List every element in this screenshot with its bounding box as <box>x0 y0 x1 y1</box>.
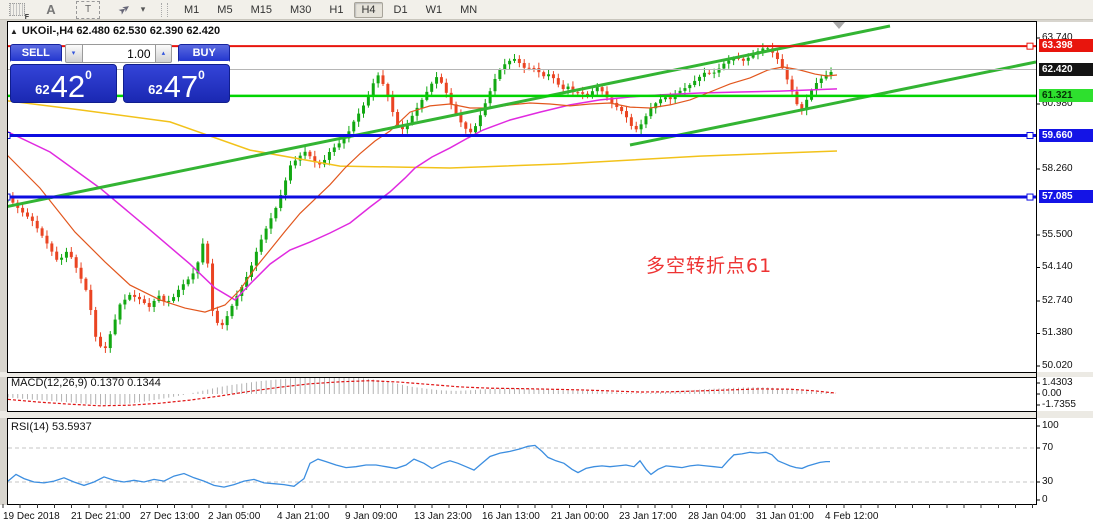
chart-text-annotation[interactable]: 多空转折点61 <box>646 255 773 277</box>
bid-pips: 42 <box>50 69 86 104</box>
price-badge: 59.660 <box>1039 128 1093 142</box>
rsi-tick-label: 0 <box>1042 494 1048 505</box>
tf-button-mn[interactable]: MN <box>460 3 478 16</box>
price-badge: 61.321 <box>1039 88 1093 102</box>
symbol-ohlc-text: UKOil-,H4 62.480 62.530 62.390 62.420 <box>21 25 221 37</box>
price-tick-label: 50.020 <box>1042 359 1073 371</box>
time-tick-label: 4 Feb 12:00 <box>825 511 879 522</box>
chart-shift-marker <box>833 22 845 29</box>
left-gutter <box>0 22 8 505</box>
volume-input[interactable] <box>82 44 155 63</box>
price-tick-label: 52.740 <box>1042 294 1073 306</box>
price-badge: 57.085 <box>1039 190 1093 204</box>
tf-button-m5[interactable]: M5 <box>217 3 233 16</box>
one-click-collapse-icon[interactable]: ▲ <box>10 27 18 36</box>
time-tick-label: 21 Dec 21:00 <box>71 511 131 522</box>
rsi-label: RSI(14) 53.5937 <box>11 421 92 433</box>
fibonacci-grid-icon[interactable]: F <box>8 2 29 21</box>
time-tick-label: 23 Jan 17:00 <box>619 511 677 522</box>
ask-prefix: 62 <box>148 82 163 97</box>
time-tick-label: 31 Jan 01:00 <box>756 511 814 522</box>
rsi-tick-label: 30 <box>1042 476 1054 487</box>
time-tick-label: 2 Jan 05:00 <box>208 511 261 522</box>
time-tick-label: 19 Dec 2018 <box>3 511 60 522</box>
price-tick-label: 60.980 <box>1042 97 1073 109</box>
volume-increase-button[interactable]: ▴ <box>154 44 173 63</box>
toolbar: F A T ➤➤ ▾ M1 M5 M15 M30 H1 H4 D1 W1 MN <box>0 0 1093 21</box>
tf-button-h4[interactable]: H4 <box>354 1 383 18</box>
macd-label: MACD(12,26,9) 0.1370 0.1344 <box>11 377 161 389</box>
price-tick-label: 51.380 <box>1042 327 1073 339</box>
time-tick-label: 16 Jan 13:00 <box>482 511 540 522</box>
tf-button-d1[interactable]: D1 <box>393 3 408 16</box>
time-tick-label: 27 Dec 13:00 <box>140 511 200 522</box>
volume-decrease-button[interactable]: ▾ <box>64 44 83 63</box>
one-click-trading-panel: SELL ▾ ▴ BUY 62 42 0 62 47 0 <box>10 44 230 104</box>
price-tick-label: 55.500 <box>1042 228 1073 240</box>
price-tick-label: 58.260 <box>1042 162 1073 174</box>
ask-pips: 47 <box>163 69 199 104</box>
tf-button-m30[interactable]: M30 <box>289 3 312 16</box>
buy-button[interactable]: BUY <box>178 44 230 63</box>
buy-price-display[interactable]: 62 47 0 <box>123 64 230 103</box>
macd-pane <box>8 377 837 407</box>
rsi-tick-label: 100 <box>1042 420 1059 431</box>
time-tick-label: 21 Jan 00:00 <box>551 511 609 522</box>
price-badge: 62.420 <box>1039 62 1093 76</box>
text-tool-icon[interactable]: T <box>76 0 100 19</box>
price-badge: 63.398 <box>1039 39 1093 53</box>
tf-button-m15[interactable]: M15 <box>250 3 272 16</box>
rsi-tick-label: 70 <box>1042 442 1054 453</box>
macd-tick-label: 1.4303 <box>1042 377 1073 388</box>
symbol-ohlc-line: ▲ UKOil-,H4 62.480 62.530 62.390 62.420 <box>10 25 220 37</box>
macd-tick-label: -1.7355 <box>1042 399 1076 410</box>
bid-prefix: 62 <box>35 82 50 97</box>
sell-button[interactable]: SELL <box>10 44 62 63</box>
time-tick-label: 9 Jan 09:00 <box>345 511 398 522</box>
price-tick-label: 54.140 <box>1042 261 1073 273</box>
time-tick-label: 28 Jan 04:00 <box>688 511 746 522</box>
tf-button-w1[interactable]: W1 <box>425 3 443 16</box>
macd-tick-label: 0.00 <box>1042 388 1062 399</box>
price-tick-label: 63.740 <box>1042 32 1073 43</box>
rsi-pane <box>8 444 1036 488</box>
price-pane <box>8 22 1036 353</box>
time-tick-label: 4 Jan 21:00 <box>277 511 330 522</box>
tf-button-m1[interactable]: M1 <box>184 3 200 16</box>
text-label-icon[interactable]: A <box>46 2 56 17</box>
tf-button-h1[interactable]: H1 <box>329 3 344 16</box>
time-tick-label: 13 Jan 23:00 <box>414 511 472 522</box>
sell-price-display[interactable]: 62 42 0 <box>10 64 117 103</box>
ask-superscript: 0 <box>198 68 205 82</box>
toolbar-separator <box>161 2 168 17</box>
bid-superscript: 0 <box>85 68 92 82</box>
dropdown-caret-icon[interactable]: ▾ <box>140 4 146 14</box>
